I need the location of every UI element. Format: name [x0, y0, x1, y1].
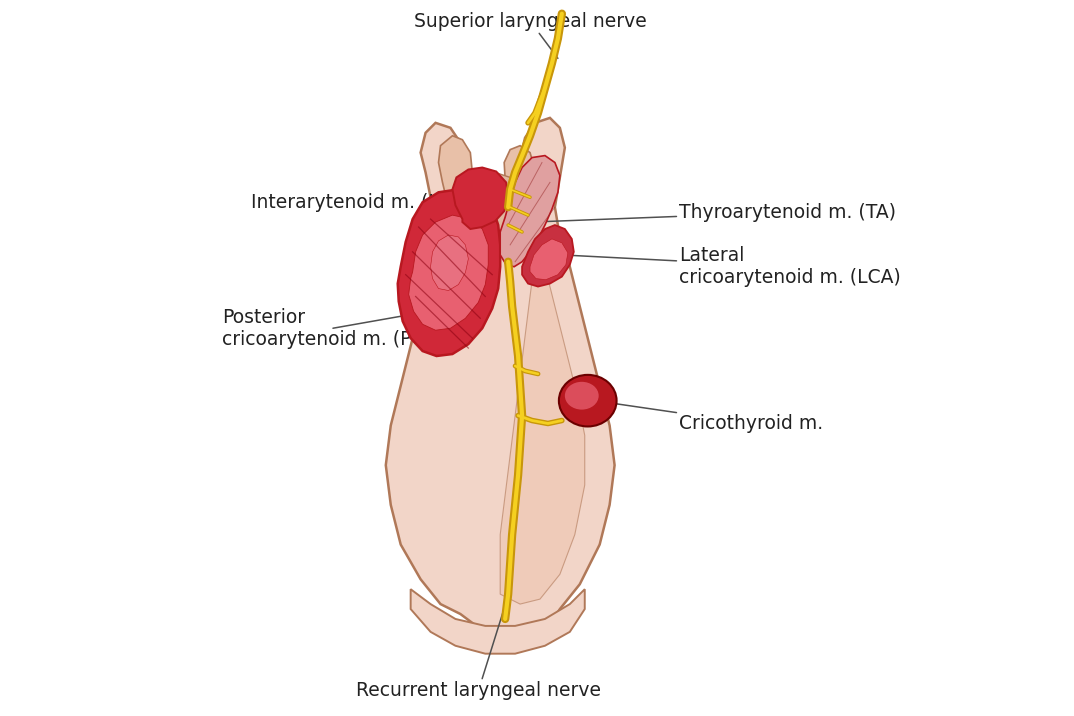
Polygon shape [500, 237, 584, 604]
Text: Cricothyroid m.: Cricothyroid m. [595, 401, 824, 433]
Text: Posterior
cricoarytenoid m. (PCA): Posterior cricoarytenoid m. (PCA) [221, 308, 446, 349]
Text: Lateral
cricoarytenoid m. (LCA): Lateral cricoarytenoid m. (LCA) [560, 246, 901, 287]
Polygon shape [463, 173, 520, 234]
Polygon shape [531, 239, 568, 280]
Polygon shape [522, 225, 574, 286]
Polygon shape [504, 145, 535, 232]
Polygon shape [500, 155, 560, 267]
Text: Interarytenoid m. (IA): Interarytenoid m. (IA) [251, 193, 465, 212]
Polygon shape [409, 215, 489, 330]
Text: Thyroarytenoid m. (TA): Thyroarytenoid m. (TA) [532, 203, 897, 222]
Polygon shape [397, 189, 500, 356]
Ellipse shape [558, 375, 616, 427]
Text: Recurrent laryngeal nerve: Recurrent laryngeal nerve [355, 602, 600, 700]
Polygon shape [410, 589, 584, 654]
Polygon shape [386, 118, 614, 634]
Ellipse shape [565, 382, 598, 410]
Polygon shape [452, 168, 508, 229]
Text: Superior laryngeal nerve: Superior laryngeal nerve [413, 11, 647, 58]
Polygon shape [431, 235, 468, 291]
Polygon shape [438, 136, 473, 227]
